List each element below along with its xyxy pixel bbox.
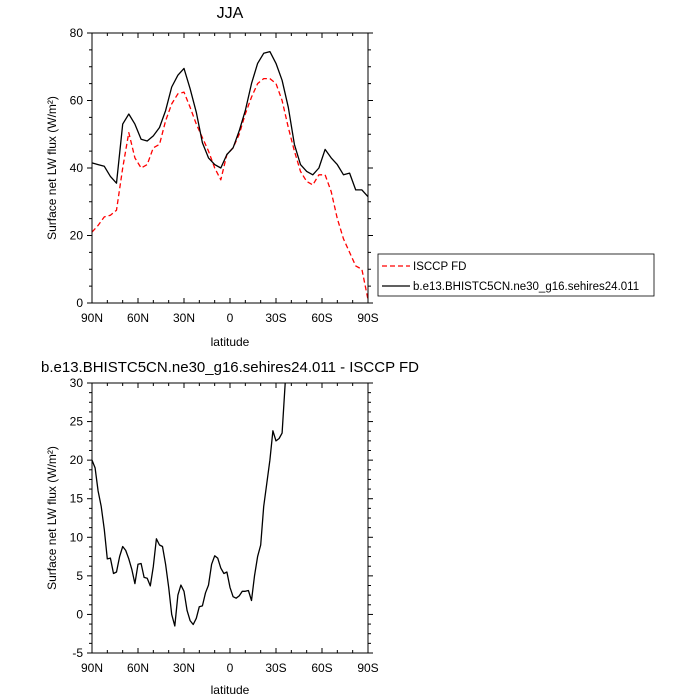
y-tick-label: 0 [76, 607, 83, 621]
y-tick-label: 20 [70, 453, 84, 467]
y-tick-label: 80 [70, 26, 84, 40]
x-tick-label: 90S [357, 311, 378, 325]
x-tick-label: 90N [81, 661, 103, 675]
y-tick-label: 0 [76, 296, 83, 310]
series-line-model [91, 382, 286, 627]
bottom-chart-title: b.e13.BHISTC5CN.ne30_g16.sehires24.011 -… [41, 359, 419, 376]
top-chart-xlabel: latitude [211, 335, 250, 349]
series-line-model [91, 50, 369, 198]
x-tick-label: 0 [227, 311, 234, 325]
y-tick-label: 40 [70, 161, 84, 175]
bottom-chart-ylabel: Surface net LW flux (W/m²) [45, 446, 59, 590]
y-tick-label: 10 [70, 530, 84, 544]
legend-label-model: b.e13.BHISTC5CN.ne30_g16.sehires24.011 [413, 281, 639, 293]
x-tick-label: 60S [311, 661, 332, 675]
bottom-chart-xlabel: latitude [211, 683, 250, 697]
bottom-chart-marks [91, 382, 286, 627]
top-chart-frame [91, 32, 369, 304]
top-chart-ylabel: Surface net LW flux (W/m²) [45, 96, 59, 240]
y-tick-label: 60 [70, 94, 84, 108]
x-tick-label: 60N [127, 661, 149, 675]
x-tick-label: 90N [81, 311, 103, 325]
x-tick-label: 30S [265, 311, 286, 325]
x-tick-label: 30S [265, 661, 286, 675]
top-chart-marks [91, 50, 369, 300]
legend-label-isccp: ISCCP FD [413, 261, 466, 273]
top-chart-panel: JJA 90N 60N 30N 0 30S 60S 90S 0 20 40 60 80 Surface… [45, 5, 379, 349]
y-tick-label: 30 [70, 376, 84, 390]
top-chart-title: JJA [217, 5, 244, 22]
y-tick-label: 20 [70, 229, 84, 243]
legend: ISCCP FD b.e13.BHISTC5CN.ne30_g16.sehire… [377, 253, 655, 297]
x-tick-label: 90S [357, 661, 378, 675]
y-tick-label: 25 [70, 415, 84, 429]
bottom-chart-panel: b.e13.BHISTC5CN.ne30_g16.sehires24.011 -… [41, 359, 419, 697]
top-chart-axes: 90N 60N 30N 0 30S 60S 90S 0 20 40 60 80 [70, 26, 379, 325]
bottom-chart-frame [91, 382, 369, 654]
series-line-isccp [91, 77, 369, 300]
y-tick-label: -5 [72, 646, 83, 660]
x-tick-label: 30N [173, 661, 195, 675]
x-tick-label: 0 [227, 661, 234, 675]
x-tick-label: 60N [127, 311, 149, 325]
legend-box [377, 253, 655, 297]
x-tick-label: 60S [311, 311, 332, 325]
y-tick-label: 5 [76, 569, 83, 583]
bottom-chart-axes: 90N 60N 30N 0 30S 60S 90S -5 0 5 10 15 20 25 30 [70, 376, 379, 675]
x-tick-label: 30N [173, 311, 195, 325]
y-tick-label: 15 [70, 492, 84, 506]
